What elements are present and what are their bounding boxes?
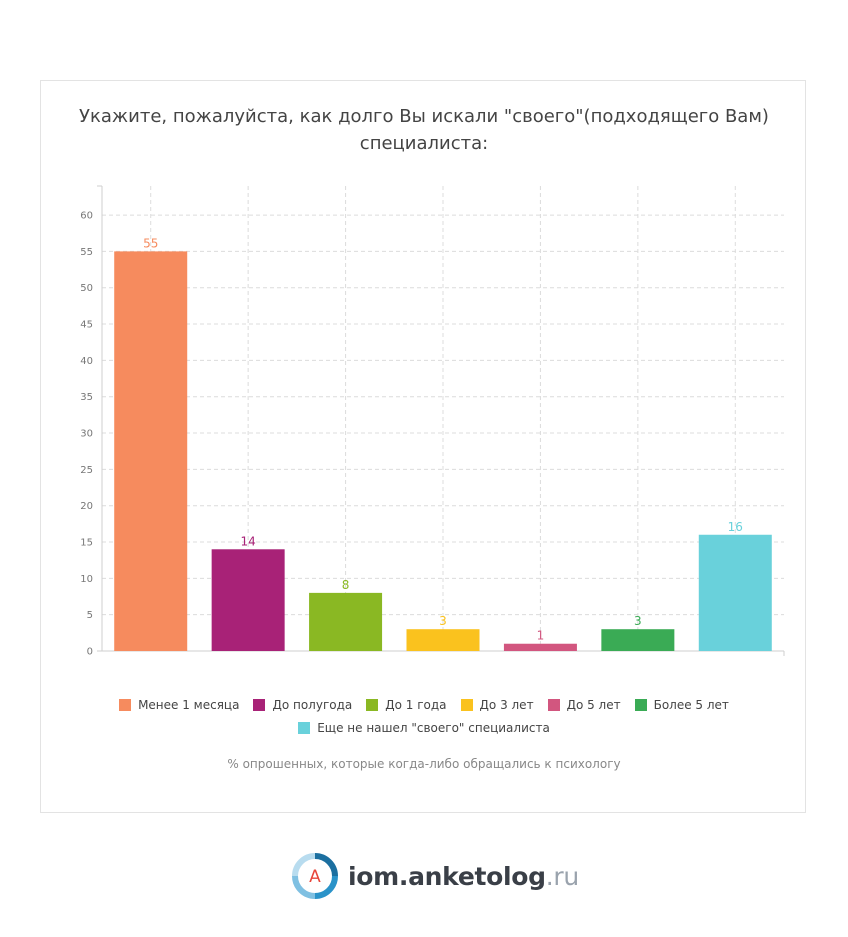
bar: [698, 534, 772, 651]
bar-value-label: 14: [241, 534, 256, 548]
legend-label: До полугода: [272, 697, 353, 712]
svg-text:A: A: [309, 867, 321, 887]
bar-value-label: 1: [537, 629, 545, 643]
legend-item[interactable]: До полугода: [253, 698, 352, 712]
bar-value-label: 8: [342, 578, 350, 592]
bar: [601, 629, 675, 651]
y-tick-label: 25: [80, 465, 93, 476]
y-tick-label: 50: [80, 283, 93, 294]
legend-row: Еще не нашел "своего" специалиста: [41, 716, 807, 739]
legend: Менее 1 месяца До полугода До 1 года До 3 л…: [41, 693, 807, 739]
anketolog-logo-icon: A: [292, 853, 338, 899]
y-tick-label: 35: [80, 392, 93, 403]
legend-label: До 3 лет: [479, 697, 534, 712]
bar-value-label: 16: [728, 520, 743, 534]
legend-item[interactable]: Еще не нашел "своего" специалиста: [298, 721, 550, 735]
bar-value-label: 3: [439, 614, 447, 628]
legend-row: Менее 1 месяца До полугода До 1 года До 3 л…: [41, 693, 807, 716]
y-tick-label: 5: [87, 610, 93, 621]
y-tick-label: 10: [80, 574, 93, 585]
bar: [503, 643, 577, 651]
legend-label: Более 5 лет: [653, 697, 729, 712]
legend-swatch: [298, 721, 311, 734]
y-tick-label: 45: [80, 320, 93, 331]
y-tick-label: 30: [80, 429, 93, 440]
legend-swatch: [547, 698, 560, 711]
legend-item[interactable]: Менее 1 месяца: [119, 698, 239, 712]
chart-card: Укажите, пожалуйста, как долго Вы искали…: [40, 80, 806, 813]
legend-label: До 5 лет: [566, 697, 621, 712]
legend-item[interactable]: До 1 года: [366, 697, 447, 712]
x-axis-note: % опрошенных, которые когда-либо обращал…: [227, 757, 621, 771]
y-tick-label: 0: [87, 647, 93, 658]
legend-item[interactable]: До 5 лет: [547, 697, 621, 712]
legend-swatch: [634, 698, 647, 711]
bar-value-label: 55: [143, 236, 158, 250]
bar: [114, 251, 188, 651]
bar: [406, 629, 480, 651]
legend-swatch: [460, 698, 473, 711]
chart-title: Укажите, пожалуйста, как долго Вы искали…: [79, 106, 769, 154]
brand-name: iom.anketolog.ru: [348, 861, 579, 891]
legend-item[interactable]: До 3 лет: [460, 697, 534, 712]
legend-swatch: [366, 698, 379, 711]
legend-label: До 1 года: [385, 697, 447, 712]
y-tick-label: 60: [80, 211, 93, 222]
bar: [211, 549, 285, 651]
y-tick-label: 20: [80, 501, 93, 512]
legend-item[interactable]: Более 5 лет: [634, 697, 729, 712]
legend-swatch: [253, 698, 266, 711]
y-tick-label: 15: [80, 538, 93, 549]
legend-label: Менее 1 месяца: [138, 697, 240, 712]
legend-label: Еще не нашел "своего" специалиста: [317, 720, 550, 735]
bar-value-label: 3: [634, 614, 642, 628]
y-tick-label: 55: [80, 247, 93, 258]
y-tick-label: 40: [80, 356, 93, 367]
legend-swatch: [119, 698, 132, 711]
bar: [309, 592, 383, 651]
brand-footer[interactable]: A iom.anketolog.ru: [292, 853, 579, 899]
bar-chart: 0 5 10 15 20 25 30 35 40 45 50 55 60 55 14 8 3 1 3 16: [80, 185, 785, 658]
